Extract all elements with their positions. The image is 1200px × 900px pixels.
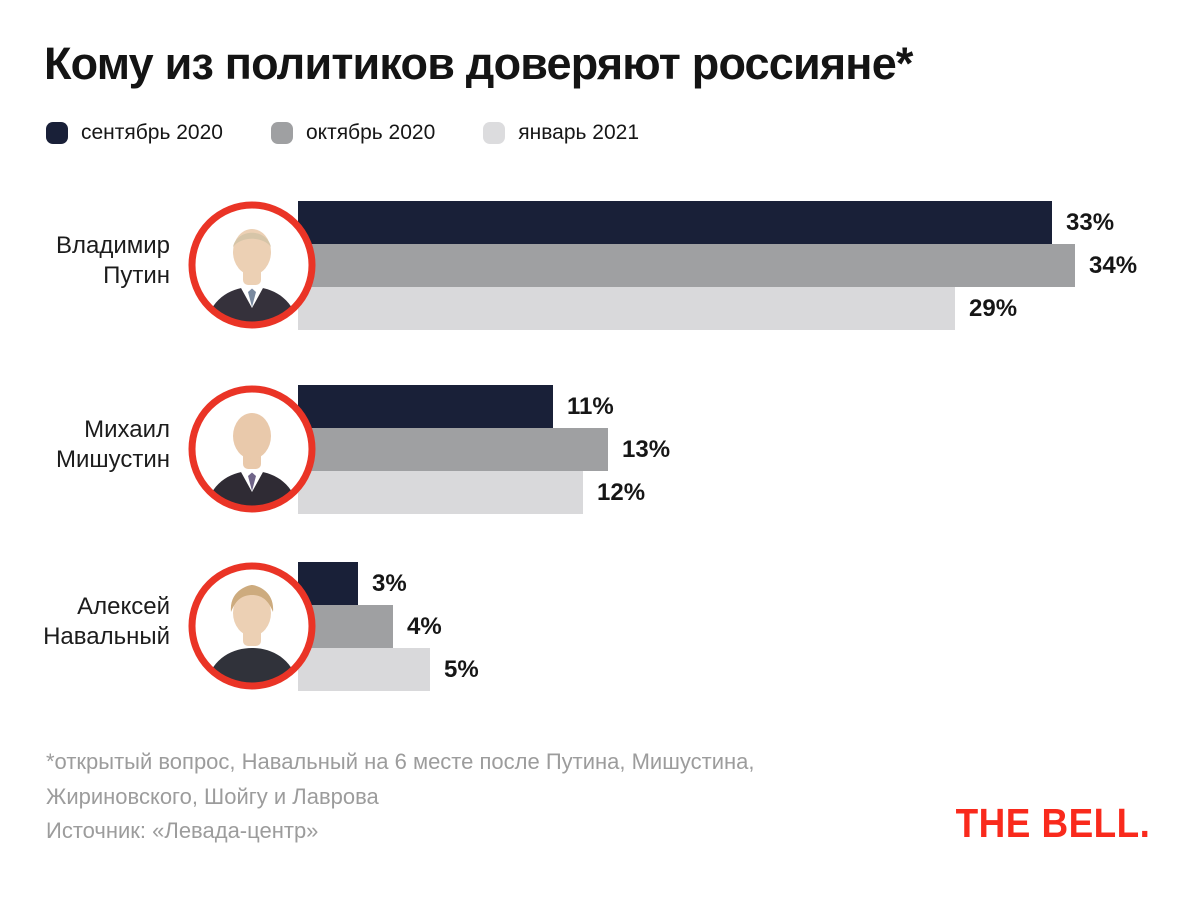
legend-label: январь 2021: [518, 121, 640, 144]
politician-row-putin: Владимир Путин 33% 34% 29%: [0, 201, 1200, 330]
legend-label: сентябрь 2020: [81, 121, 223, 144]
bar-row: 11%: [298, 385, 670, 428]
bar-value-label: 33%: [1066, 208, 1115, 236]
footnote: *открытый вопрос, Навальный на 6 месте п…: [46, 749, 755, 809]
politician-avatar: [188, 562, 316, 690]
legend-swatch-jan-2021: [483, 122, 506, 144]
bar-jan-2021: [298, 648, 430, 691]
bar-oct-2020: [298, 428, 608, 471]
politician-avatar: [188, 201, 316, 329]
politician-name: Владимир Путин: [55, 231, 170, 289]
bar-value-label: 5%: [444, 655, 479, 683]
legend-swatch-sep-2020: [46, 122, 68, 144]
politician-avatar: [188, 385, 316, 513]
bar-value-label: 13%: [622, 435, 671, 463]
bar-row: 5%: [298, 648, 479, 691]
politician-row-mishustin: Михаил Мишустин 11% 13% 12%: [0, 385, 1200, 514]
bar-row: 13%: [298, 428, 670, 471]
bar-jan-2021: [298, 471, 583, 514]
chart-title: Кому из политиков доверяют россияне*: [44, 38, 913, 89]
bar-group: 33% 34% 29%: [298, 201, 1137, 330]
politician-name: Михаил Мишустин: [55, 415, 170, 473]
bar-row: 34%: [298, 244, 1137, 287]
legend-item-oct-2020: октябрь 2020: [270, 121, 436, 145]
legend: сентябрь 2020 октябрь 2020 январь 2021: [46, 121, 639, 145]
legend-item-jan-2021: январь 2021: [483, 121, 639, 145]
bar-value-label: 12%: [597, 478, 646, 506]
bar-row: 12%: [298, 471, 670, 514]
bar-oct-2020: [298, 244, 1075, 287]
bar-row: 4%: [298, 605, 479, 648]
legend-item-sep-2020: сентябрь 2020: [46, 121, 223, 145]
bar-group: 3% 4% 5%: [298, 562, 479, 691]
bar-value-label: 11%: [567, 392, 614, 420]
bar-sep-2020: [298, 201, 1052, 244]
bar-value-label: 4%: [407, 612, 442, 640]
the-bell-logo: THE BELL.: [955, 800, 1150, 846]
bar-row: 3%: [298, 562, 479, 605]
politician-row-navalny: Алексей Навальный 3% 4% 5%: [0, 562, 1200, 691]
bar-sep-2020: [298, 385, 553, 428]
bar-jan-2021: [298, 287, 955, 330]
legend-label: октябрь 2020: [305, 121, 436, 144]
source-credit: Источник: «Левада-центр»: [46, 818, 319, 843]
bar-value-label: 3%: [372, 569, 407, 597]
bar-value-label: 34%: [1089, 251, 1138, 279]
bar-row: 29%: [298, 287, 1137, 330]
bar-value-label: 29%: [969, 294, 1018, 322]
legend-swatch-oct-2020: [270, 122, 293, 144]
politician-name: Алексей Навальный: [43, 592, 170, 650]
bar-group: 11% 13% 12%: [298, 385, 670, 514]
bar-row: 33%: [298, 201, 1137, 244]
